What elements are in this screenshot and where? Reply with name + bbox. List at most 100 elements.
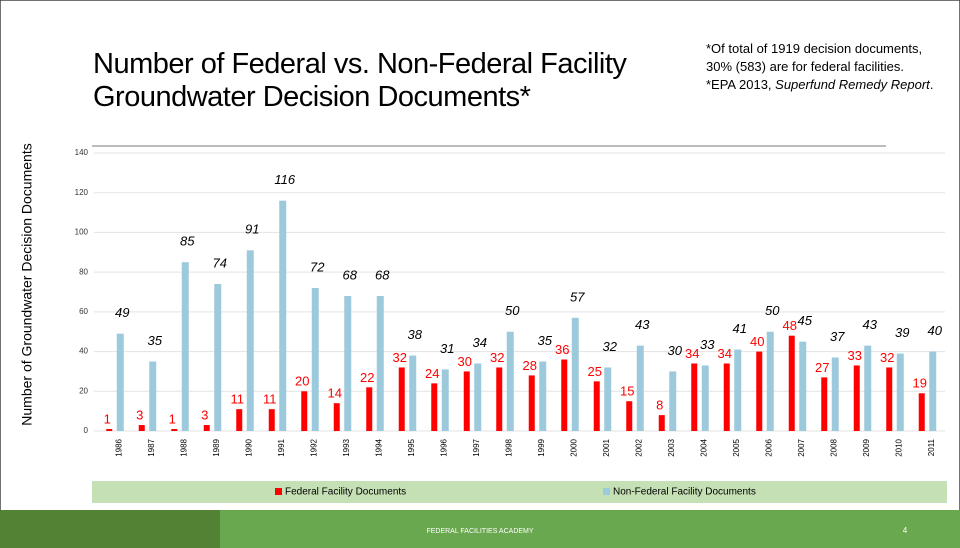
data-label: 30 — [458, 354, 472, 369]
data-label: 116 — [274, 172, 295, 187]
bar — [506, 331, 514, 431]
note-2-italic: Superfund Remedy Report — [775, 77, 930, 92]
data-label: 15 — [620, 384, 634, 399]
bar — [799, 341, 807, 431]
x-tick-label: 2009 — [862, 438, 871, 456]
data-label: 31 — [440, 341, 454, 356]
y-tick-label: 40 — [79, 347, 88, 356]
bar — [636, 345, 644, 431]
x-tick-label: 1988 — [179, 438, 188, 456]
data-label: 45 — [798, 313, 813, 328]
data-label: 50 — [765, 303, 780, 318]
bar — [929, 351, 937, 431]
data-label: 36 — [555, 342, 569, 357]
bar — [756, 351, 763, 431]
data-label: 3 — [201, 407, 208, 422]
bar — [539, 361, 547, 431]
data-label: 1 — [169, 411, 176, 426]
bar — [366, 387, 373, 431]
x-tick-label: 2011 — [927, 438, 936, 456]
y-tick-label: 0 — [84, 426, 89, 435]
y-tick-label: 100 — [75, 228, 89, 237]
x-tick-label: 1986 — [114, 438, 123, 456]
data-label: 34 — [685, 346, 699, 361]
x-tick-label: 1999 — [537, 438, 546, 456]
bar — [496, 367, 503, 431]
x-tick-label: 2008 — [829, 438, 838, 456]
data-label: 14 — [328, 386, 342, 401]
bar — [723, 363, 730, 431]
x-tick-label: 2000 — [569, 438, 578, 456]
data-label: 34 — [718, 346, 732, 361]
data-label: 30 — [668, 343, 683, 358]
data-label: 35 — [148, 333, 163, 348]
legend-swatch — [275, 488, 282, 495]
bar — [116, 333, 124, 431]
bar — [734, 349, 742, 431]
data-label: 25 — [588, 364, 602, 379]
bar — [311, 288, 319, 431]
bar — [333, 403, 340, 431]
data-label: 41 — [733, 321, 747, 336]
data-label: 11 — [263, 392, 277, 407]
data-label: 40 — [750, 334, 764, 349]
bar — [376, 295, 384, 431]
x-tick-label: 2002 — [634, 438, 643, 456]
x-tick-label: 2005 — [732, 438, 741, 456]
data-label: 50 — [505, 303, 520, 318]
x-tick-label: 1987 — [147, 438, 156, 456]
x-tick-label: 1997 — [472, 438, 481, 456]
bar — [853, 365, 860, 431]
x-tick-label: 1990 — [244, 438, 253, 456]
bar — [788, 335, 795, 431]
note-2: *EPA 2013, — [706, 77, 776, 92]
data-label: 34 — [473, 335, 487, 350]
x-tick-label: 2001 — [602, 438, 611, 456]
bar — [246, 250, 254, 431]
x-tick-label: 1991 — [277, 438, 286, 456]
data-label: 48 — [783, 318, 797, 333]
data-label: 33 — [700, 337, 715, 352]
data-label: 43 — [635, 317, 650, 332]
bar — [626, 401, 633, 431]
bar — [831, 357, 839, 431]
bar — [236, 409, 243, 431]
bar — [528, 375, 535, 431]
bar — [106, 429, 113, 431]
data-label: 39 — [895, 325, 909, 340]
legend-swatch — [603, 488, 610, 495]
bar — [344, 295, 352, 431]
bar — [658, 415, 665, 431]
bar — [409, 355, 417, 431]
bar — [669, 371, 677, 431]
bar — [203, 425, 210, 431]
data-label: 3 — [136, 407, 143, 422]
x-tick-label: 1996 — [439, 438, 448, 456]
slide-title: Number of Federal vs. Non-Federal Facili… — [93, 48, 627, 113]
data-label: 11 — [231, 392, 245, 407]
x-tick-label: 2007 — [797, 438, 806, 456]
bar — [181, 262, 189, 431]
data-label: 32 — [880, 350, 894, 365]
x-tick-label: 2003 — [667, 438, 676, 456]
bar — [571, 317, 579, 431]
bar — [561, 359, 568, 431]
bar — [691, 363, 698, 431]
bar — [441, 369, 449, 431]
bar — [604, 367, 612, 431]
data-label: 74 — [213, 255, 227, 270]
data-label: 37 — [830, 329, 845, 344]
data-label: 33 — [848, 348, 862, 363]
note: *Of total of 1919 decision documents, 30… — [706, 40, 936, 94]
x-tick-label: 2004 — [699, 438, 708, 456]
data-label: 35 — [538, 333, 553, 348]
y-tick-label: 80 — [79, 267, 88, 276]
bar — [463, 371, 470, 431]
bar — [701, 365, 709, 431]
bar — [398, 367, 405, 431]
bar — [766, 331, 774, 431]
note-2-end: . — [929, 77, 934, 92]
x-tick-label: 1989 — [212, 438, 221, 456]
legend-box — [92, 481, 947, 503]
